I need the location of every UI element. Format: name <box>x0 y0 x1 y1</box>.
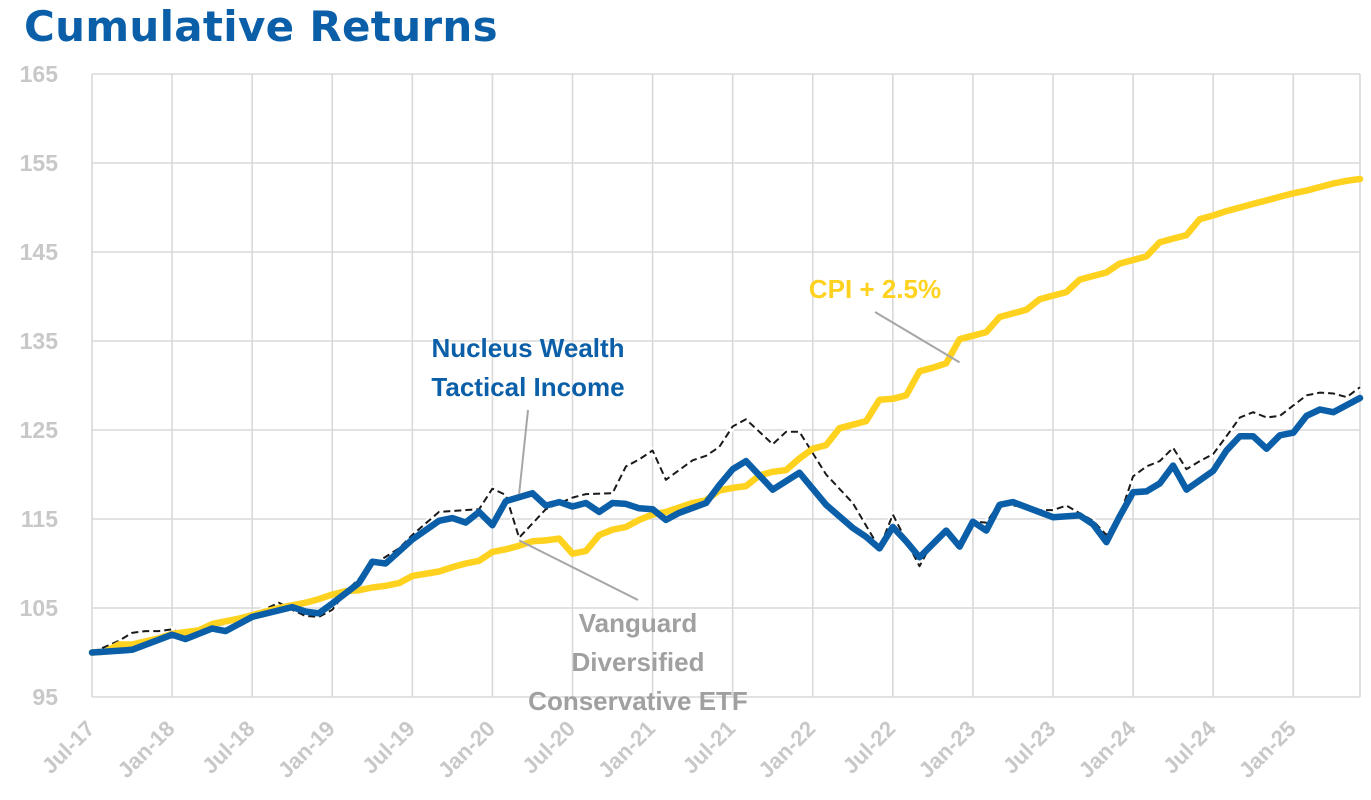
series-line-cpi-2-5 <box>88 175 1364 656</box>
y-tick-label: 165 <box>20 61 59 87</box>
y-tick-label: 155 <box>20 150 59 176</box>
series-annotations: CPI + 2.5% Nucleus Wealth Tactical Income V… <box>431 274 941 716</box>
x-tick-label: Jan-18 <box>113 716 180 783</box>
x-tick-label: Jul-20 <box>517 716 580 779</box>
x-tick-label: Jan-21 <box>593 716 660 783</box>
y-tick-label: 115 <box>21 506 58 532</box>
x-tick-label: Jan-24 <box>1074 715 1142 783</box>
leader-line-vanguard-label <box>518 539 639 601</box>
y-tick-label: 95 <box>32 684 58 710</box>
x-tick-label: Jul-23 <box>998 716 1061 779</box>
annotation-leader-lines <box>518 311 961 601</box>
x-tick-label: Jan-20 <box>433 716 500 783</box>
vanguard-label-line-1: Vanguard <box>579 608 697 638</box>
y-tick-label: 125 <box>20 417 59 443</box>
x-tick-label: Jul-22 <box>838 716 901 779</box>
vanguard-label-line-2: Diversified <box>572 647 705 677</box>
x-tick-label: Jan-22 <box>753 716 820 783</box>
gridlines <box>91 73 1361 698</box>
x-tick-label: Jul-17 <box>37 716 100 779</box>
nucleus-wealth-label-line-1: Nucleus Wealth <box>431 333 624 363</box>
nucleus-wealth-label-line-2: Tactical Income <box>431 372 624 402</box>
series-line-nucleus-wealth-tactical-income <box>88 394 1364 656</box>
vanguard-label-line-3: Conservative ETF <box>528 686 748 716</box>
x-tick-label: Jan-25 <box>1234 716 1301 783</box>
x-tick-label: Jul-19 <box>357 716 420 779</box>
cpi-label-line-1: CPI + 2.5% <box>809 274 941 304</box>
chart-title: Cumulative Returns <box>24 2 498 51</box>
x-tick-label: Jan-23 <box>913 716 980 783</box>
leader-line-cpi-label <box>874 311 961 364</box>
x-tick-label: Jul-24 <box>1158 715 1221 778</box>
y-tick-label: 105 <box>20 595 59 621</box>
x-tick-label: Jan-19 <box>273 716 340 783</box>
x-tick-label: Jul-18 <box>197 716 260 779</box>
x-axis-tick-labels: Jul-17 Jan-18 Jul-18 Jan-19 Jul-19 Jan-20 Jul-… <box>37 715 1301 783</box>
series-line-vanguard-diversified-conservative-etf <box>91 386 1361 654</box>
y-axis-tick-labels: 95 105 115 125 135 145 155 165 <box>20 61 59 710</box>
y-tick-label: 135 <box>20 328 59 354</box>
series-lines <box>88 175 1364 656</box>
y-tick-label: 145 <box>20 239 59 265</box>
x-tick-label: Jul-21 <box>678 716 741 779</box>
leader-line-nucleus-wealth-label <box>518 409 529 495</box>
